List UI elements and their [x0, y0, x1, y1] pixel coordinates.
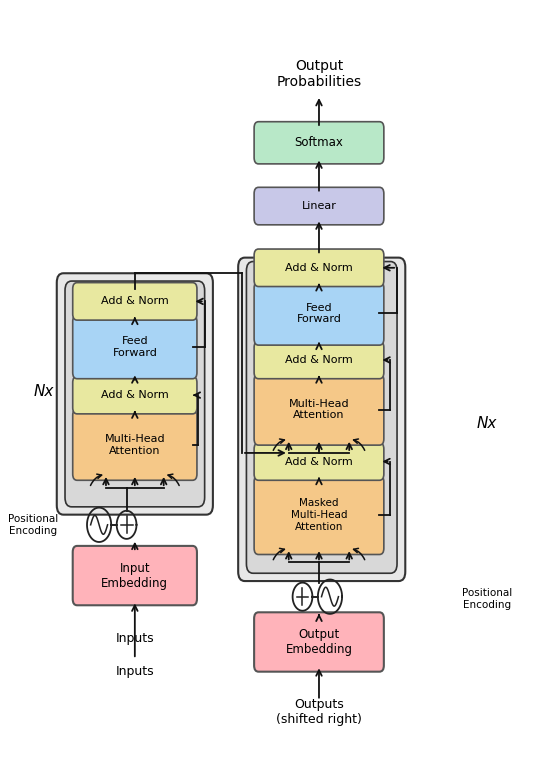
- Text: Softmax: Softmax: [295, 136, 343, 149]
- Text: Feed
Forward: Feed Forward: [296, 303, 341, 325]
- Text: Nx: Nx: [476, 416, 497, 430]
- Text: Outputs
(shifted right): Outputs (shifted right): [276, 699, 362, 726]
- FancyBboxPatch shape: [73, 409, 197, 481]
- FancyBboxPatch shape: [238, 258, 406, 581]
- Text: Inputs: Inputs: [116, 666, 154, 678]
- Text: Add & Norm: Add & Norm: [285, 456, 353, 466]
- Text: Add & Norm: Add & Norm: [285, 355, 353, 365]
- FancyBboxPatch shape: [254, 612, 384, 672]
- FancyBboxPatch shape: [73, 315, 197, 379]
- Text: Positional
Encoding: Positional Encoding: [461, 588, 512, 610]
- FancyBboxPatch shape: [73, 376, 197, 414]
- FancyBboxPatch shape: [254, 341, 384, 379]
- Text: Output
Embedding: Output Embedding: [285, 628, 352, 656]
- FancyBboxPatch shape: [57, 274, 213, 514]
- FancyBboxPatch shape: [254, 122, 384, 164]
- Text: Multi-Head
Attention: Multi-Head Attention: [105, 434, 165, 456]
- Text: Multi-Head
Attention: Multi-Head Attention: [289, 399, 349, 420]
- Text: Add & Norm: Add & Norm: [101, 390, 169, 400]
- Text: Inputs: Inputs: [116, 632, 154, 644]
- Text: Feed
Forward: Feed Forward: [112, 336, 157, 358]
- FancyBboxPatch shape: [254, 281, 384, 345]
- FancyBboxPatch shape: [254, 187, 384, 225]
- Text: Positional
Encoding: Positional Encoding: [8, 514, 58, 535]
- FancyBboxPatch shape: [254, 443, 384, 481]
- FancyBboxPatch shape: [73, 546, 197, 605]
- Text: Add & Norm: Add & Norm: [101, 296, 169, 307]
- FancyBboxPatch shape: [254, 476, 384, 554]
- FancyBboxPatch shape: [254, 374, 384, 445]
- Text: Add & Norm: Add & Norm: [285, 263, 353, 273]
- Text: Output
Probabilities: Output Probabilities: [276, 59, 362, 89]
- FancyBboxPatch shape: [73, 282, 197, 320]
- Text: Input
Embedding: Input Embedding: [101, 561, 168, 590]
- Text: Linear: Linear: [301, 201, 336, 211]
- FancyBboxPatch shape: [247, 262, 397, 573]
- Text: Nx: Nx: [34, 384, 54, 400]
- FancyBboxPatch shape: [65, 281, 204, 506]
- FancyBboxPatch shape: [254, 249, 384, 286]
- Text: Masked
Multi-Head
Attention: Masked Multi-Head Attention: [291, 499, 347, 532]
